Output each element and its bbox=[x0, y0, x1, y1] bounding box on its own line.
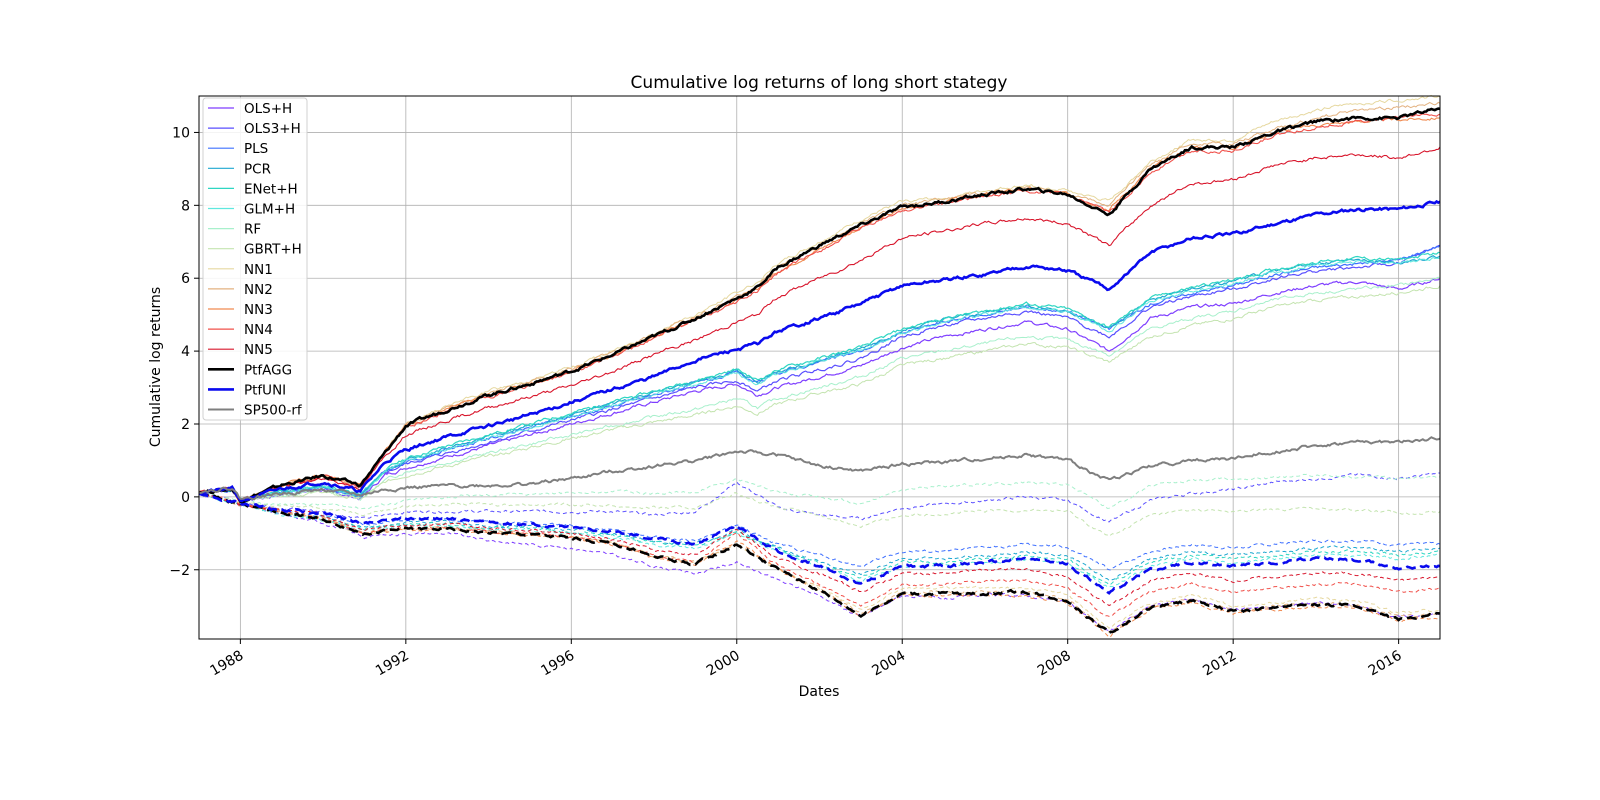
legend-label-pls: PLS bbox=[244, 141, 268, 157]
short-line-gbrt-h bbox=[198, 491, 1441, 537]
series-line-nn3 bbox=[198, 117, 1441, 503]
short-line-ols3-h bbox=[198, 472, 1441, 523]
legend-label-nn4: NN4 bbox=[244, 322, 273, 338]
legend-label-ols-h: OLS+H bbox=[244, 101, 292, 117]
grid-lines bbox=[199, 96, 1440, 639]
legend-label-pcr: PCR bbox=[244, 161, 271, 177]
short-line-ptfuni bbox=[198, 492, 1441, 595]
y-tick-label: 8 bbox=[181, 198, 190, 214]
y-tick-label: 4 bbox=[181, 344, 190, 360]
legend-label-sp500-rf: SP500-rf bbox=[244, 403, 303, 419]
short-line-glm-h bbox=[198, 492, 1440, 588]
y-tick-label: 0 bbox=[181, 490, 190, 506]
short-leg-lines bbox=[198, 472, 1441, 639]
legend-label-nn2: NN2 bbox=[244, 282, 273, 298]
series-line-ols-h bbox=[198, 277, 1441, 502]
short-line-ptfagg bbox=[198, 492, 1441, 635]
legend-label-nn5: NN5 bbox=[244, 342, 273, 358]
plot-frame bbox=[198, 95, 1441, 640]
legend-label-nn1: NN1 bbox=[244, 262, 273, 278]
legend-label-rf: RF bbox=[244, 222, 261, 238]
series-line-ptfuni bbox=[198, 199, 1441, 503]
legend-box bbox=[202, 97, 308, 421]
legend-label-glm-h: GLM+H bbox=[244, 202, 295, 218]
y-tick-label: 6 bbox=[181, 271, 190, 287]
y-axis-label: Cumulative log returns bbox=[148, 287, 164, 447]
legend-label-enet-h: ENet+H bbox=[244, 181, 298, 197]
legend-label-ptfagg: PtfAGG bbox=[244, 362, 292, 378]
legend-label-gbrt-h: GBRT+H bbox=[244, 242, 302, 258]
legend: OLS+H OLS3+H PLS PCR ENet+H GLM+H RF GBRT+H NN1 N… bbox=[202, 97, 308, 421]
series-line-rf bbox=[198, 276, 1441, 504]
short-line-nn5 bbox=[199, 491, 1441, 607]
series-line-glm-h bbox=[198, 256, 1441, 500]
legend-label-ptfuni: PtfUNI bbox=[244, 382, 286, 398]
legend-label-nn3: NN3 bbox=[244, 302, 273, 318]
legend-label-ols3-h: OLS3+H bbox=[244, 121, 301, 137]
series-line-ptfagg bbox=[198, 107, 1441, 504]
x-axis-label: Dates bbox=[799, 684, 840, 700]
chart-title: Cumulative log returns of long short sta… bbox=[631, 73, 1008, 93]
series-line-gbrt-h bbox=[198, 285, 1441, 503]
series-line-nn5 bbox=[198, 146, 1441, 503]
y-tick-label: 2 bbox=[181, 417, 190, 433]
y-tick-label: −2 bbox=[169, 563, 190, 579]
short-line-rf bbox=[198, 473, 1441, 510]
y-tick-label: 10 bbox=[172, 125, 190, 141]
long-short-lines bbox=[198, 94, 1441, 504]
short-line-pcr bbox=[199, 493, 1441, 581]
series-line-sp500-rf bbox=[198, 436, 1441, 501]
